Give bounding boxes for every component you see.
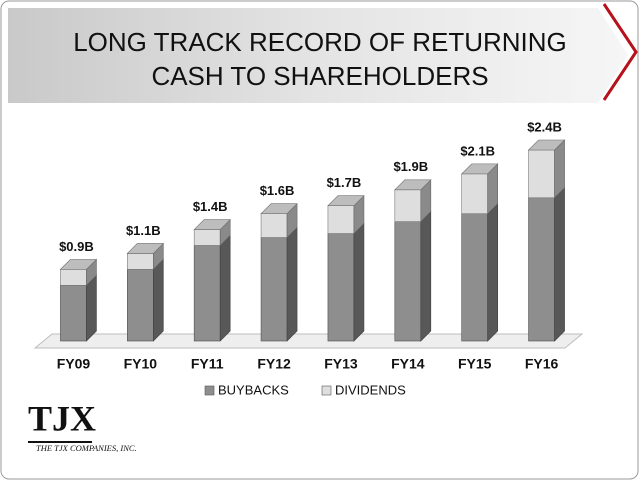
bar-segment — [193, 234, 231, 342]
total-label: $1.4B — [193, 199, 228, 214]
header-band — [8, 8, 628, 103]
bar-side — [487, 202, 498, 342]
x-tick-label: FY09 — [57, 356, 91, 372]
bar-segment — [527, 139, 566, 199]
legend-label: BUYBACKS — [218, 382, 289, 397]
bar-top — [327, 195, 365, 207]
bar-top — [193, 219, 231, 230]
x-tick-label: FY13 — [324, 356, 358, 372]
total-label: $2.1B — [460, 143, 495, 158]
bar-front — [60, 284, 87, 342]
bar-segment — [127, 258, 164, 342]
bar-segment — [394, 179, 432, 223]
bar-front — [394, 221, 422, 342]
bar-top — [527, 139, 566, 151]
bar-segment — [461, 202, 498, 342]
bar-segment — [327, 194, 365, 235]
bar-segment — [528, 187, 565, 342]
bar-side — [153, 258, 164, 342]
bar-segment — [460, 163, 499, 215]
bar-segment — [60, 274, 97, 342]
total-label: $1.7B — [327, 175, 362, 190]
chevron — [602, 3, 638, 101]
bar-top — [126, 243, 165, 254]
total-label: $1.1B — [126, 223, 161, 238]
floor — [33, 333, 584, 349]
bar-segment — [260, 202, 298, 239]
x-tick-label: FY15 — [458, 356, 492, 372]
title-line: CASH TO SHAREHOLDERS — [151, 61, 488, 91]
bar-side — [286, 226, 298, 342]
bar-segment — [59, 258, 98, 287]
bar-front — [260, 237, 288, 342]
legend-swatch — [204, 385, 215, 396]
bar-segment — [260, 226, 298, 342]
bar-front — [127, 269, 154, 342]
bar-segment — [126, 242, 165, 271]
x-tick-label: FY14 — [391, 356, 425, 372]
bar-front — [60, 269, 87, 286]
bar-front — [327, 205, 355, 234]
logo: TJX THE TJX COMPANIES, INC. — [28, 398, 137, 453]
logo-mark: TJX — [28, 398, 96, 438]
bar-front — [193, 245, 221, 342]
bar-front — [461, 173, 488, 214]
bar-side — [353, 222, 365, 342]
x-tick-label: FY11 — [191, 356, 224, 372]
bar-top — [260, 203, 298, 214]
total-label: $1.9B — [393, 159, 428, 174]
legend-label: DIVIDENDS — [335, 382, 406, 397]
title-line: LONG TRACK RECORD OF RETURNING — [73, 27, 567, 57]
bar-front — [193, 229, 221, 246]
bar-front — [461, 213, 488, 342]
bar-segment — [394, 210, 432, 342]
bar-segment — [193, 218, 231, 247]
bar-front — [327, 233, 355, 342]
bar-side — [86, 274, 97, 342]
bar-top — [59, 259, 98, 270]
bar-front — [528, 149, 555, 199]
legend-swatch — [321, 385, 332, 396]
bar-segment — [327, 222, 365, 342]
bar-front — [394, 189, 422, 222]
logo-text: THE TJX COMPANIES, INC. — [36, 443, 137, 453]
x-tick-label: FY16 — [525, 356, 559, 372]
x-tick-label: FY10 — [124, 356, 158, 372]
bar-top — [460, 163, 499, 175]
bar-side — [554, 187, 565, 342]
bar-front — [260, 213, 288, 238]
bar-front — [528, 197, 555, 342]
total-label: $1.6B — [260, 183, 295, 198]
bar-top — [394, 179, 432, 191]
bar-front — [127, 253, 154, 270]
bar-side — [420, 210, 432, 342]
total-label: $0.9B — [59, 239, 94, 254]
plot: $0.9B FY09 $1.1B FY10 $1.4B FY11 $1.6B FY12 $1.7… — [57, 119, 566, 397]
total-label: $2.4B — [527, 119, 562, 134]
bar-side — [219, 234, 231, 342]
x-tick-label: FY12 — [257, 356, 291, 372]
